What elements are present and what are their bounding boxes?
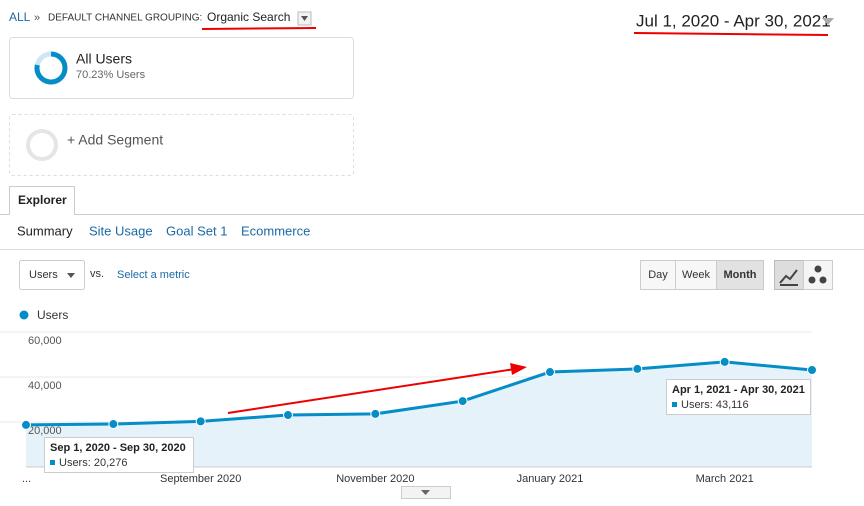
segment-detail: 70.23% Users: [76, 69, 146, 81]
tooltip-range: Apr 1, 2021 - Apr 30, 2021: [672, 384, 805, 396]
subtab[interactable]: Goal Set 1: [166, 223, 227, 238]
annotation-underline: [633, 32, 829, 36]
granularity: Day Week Month: [640, 260, 764, 290]
vs-label: vs.: [90, 268, 104, 280]
tooltips: Sep 1, 2020 - Sep 30, 2020 Users: 20,276 A…: [44, 379, 811, 473]
metric-dropdown[interactable]: [19, 260, 85, 290]
breadcrumb-root[interactable]: ALL: [9, 10, 31, 24]
icon: [808, 265, 827, 284]
breadcrumb-dimension: DEFAULT CHANNEL GROUPING:: [48, 13, 202, 24]
tab-label: Explorer: [18, 193, 67, 207]
tooltip-box: [666, 379, 811, 415]
subtabs: Summary Site Usage Goal Set 1 Ecommerce: [17, 223, 310, 238]
point[interactable]: [719, 356, 730, 367]
breadcrumb-value: Organic Search: [207, 10, 290, 24]
x-tick-label: January 2021: [517, 473, 584, 485]
segment-name: All Users: [76, 51, 132, 67]
point[interactable]: [21, 419, 31, 430]
y-tick-label: 40,000: [28, 380, 62, 392]
tooltip-range: Sep 1, 2020 - Sep 30, 2020: [50, 442, 186, 454]
annotation-arrow: [227, 368, 516, 414]
date-range[interactable]: Jul 1, 2020 - Apr 30, 2021: [636, 11, 831, 30]
motion-chart-button[interactable]: [803, 260, 833, 290]
chart: 20,000 40,000 60,000... September 2020 Novem…: [0, 331, 817, 485]
add-segment[interactable]: + Add Segment: [67, 132, 163, 148]
point[interactable]: [108, 419, 119, 430]
granularity-label: Day: [648, 269, 668, 281]
x-tick-label: March 2021: [696, 473, 754, 485]
tooltip-value: Users: 20,276: [59, 457, 127, 469]
annotation-underline: [201, 27, 317, 30]
caret: [822, 18, 834, 25]
y-tick-label: 20,000: [28, 425, 62, 437]
x-tick-label: November 2020: [336, 473, 414, 485]
segment-card[interactable]: [9, 37, 354, 99]
granularity-button[interactable]: [640, 260, 676, 290]
point[interactable]: [370, 408, 381, 419]
subtab[interactable]: Site Usage: [89, 223, 153, 238]
tooltip-swatch: [672, 402, 677, 407]
tab-gap: [10, 212, 74, 216]
segment-donut: [34, 51, 68, 85]
caret: [301, 16, 308, 21]
granularity-button[interactable]: [716, 260, 764, 290]
line: [25, 360, 813, 427]
point[interactable]: [632, 363, 643, 374]
subtab[interactable]: Summary: [17, 223, 73, 238]
area: [26, 361, 812, 467]
annotation-arrowhead: [510, 363, 527, 375]
point[interactable]: [283, 410, 293, 421]
select-metric[interactable]: Select a metric: [117, 269, 190, 281]
subtab[interactable]: Ecommerce: [241, 223, 310, 238]
legend-label[interactable]: Users: [37, 308, 68, 322]
icon: [779, 269, 798, 286]
point[interactable]: [195, 416, 206, 427]
point[interactable]: [545, 367, 555, 378]
x-tick-label: September 2020: [160, 473, 241, 485]
metric-label: Users: [29, 269, 58, 281]
legend-marker: [19, 310, 29, 320]
granularity-label: Week: [682, 269, 710, 281]
tooltip-box: [44, 437, 194, 473]
tooltip-value: Users: 43,116: [681, 399, 749, 411]
tooltip-swatch: [50, 460, 55, 465]
add-segment-card[interactable]: [9, 114, 354, 176]
breadcrumb-separator: »: [34, 12, 40, 24]
caret: [67, 273, 75, 278]
x-tick-label: ...: [22, 473, 31, 485]
point[interactable]: [807, 364, 817, 375]
point[interactable]: [457, 396, 468, 407]
caret: [421, 490, 430, 495]
y-tick-label: 60,000: [28, 335, 62, 347]
granularity-label: Month: [724, 269, 757, 281]
add-segment-circle: [26, 129, 58, 161]
granularity-button[interactable]: [675, 260, 717, 290]
